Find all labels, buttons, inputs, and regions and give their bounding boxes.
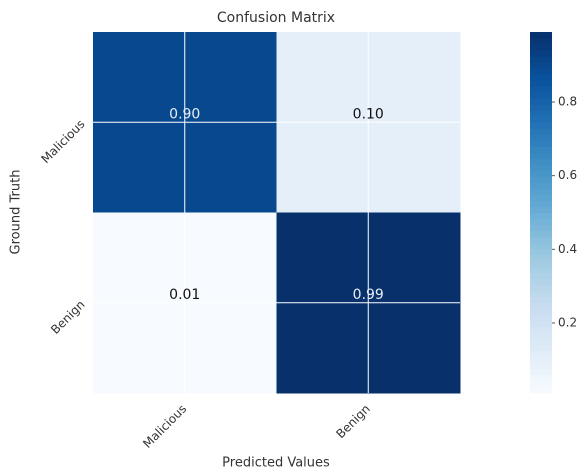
- colorbar-segment: [530, 326, 552, 334]
- chart-title: Confusion Matrix: [217, 10, 335, 26]
- colorbar-segment: [530, 188, 552, 195]
- colorbar-tick-label: 0.8: [558, 94, 577, 108]
- colorbar-segment: [530, 212, 552, 220]
- colorbar-segment: [530, 368, 552, 376]
- cell-label: 0.90: [169, 106, 200, 122]
- colorbar-segment: [530, 308, 552, 316]
- colorbar-segment: [530, 242, 552, 250]
- colorbar-segment: [530, 32, 552, 39]
- colorbar-segment: [530, 164, 552, 171]
- colorbar-segment: [530, 194, 552, 201]
- colorbar-segment: [530, 386, 552, 394]
- colorbar-segment: [530, 356, 552, 364]
- colorbar-segment: [530, 80, 552, 87]
- colorbar-segment: [530, 302, 552, 310]
- colorbar-segment: [530, 236, 552, 244]
- colorbar-segment: [530, 230, 552, 238]
- colorbar-segment: [530, 128, 552, 135]
- colorbar-segment: [530, 254, 552, 262]
- colorbar-segment: [530, 362, 552, 370]
- colorbar-segment: [530, 296, 552, 304]
- colorbar-segment: [530, 104, 552, 111]
- colorbar-segment: [530, 86, 552, 93]
- colorbar-tick-label: 0.4: [558, 242, 577, 256]
- colorbar-segment: [530, 158, 552, 165]
- colorbar-segment: [530, 56, 552, 63]
- cell-label: 0.10: [353, 106, 384, 122]
- colorbar-segment: [530, 284, 552, 292]
- cell-label: 0.99: [353, 287, 384, 303]
- colorbar-segment: [530, 224, 552, 232]
- colorbar-segment: [530, 380, 552, 388]
- colorbar-segment: [530, 68, 552, 75]
- colorbar-segment: [530, 332, 552, 340]
- y-tick-label: Benign: [48, 297, 87, 336]
- x-tick-label: Malicious: [140, 402, 189, 451]
- colorbar-segment: [530, 182, 552, 189]
- colorbar-segment: [530, 338, 552, 346]
- x-axis-label: Predicted Values: [222, 456, 330, 471]
- colorbar-segment: [530, 314, 552, 322]
- y-axis-label: Ground Truth: [9, 170, 24, 255]
- colorbar-segment: [530, 146, 552, 153]
- colorbar-segment: [530, 206, 552, 213]
- colorbar-segment: [530, 248, 552, 256]
- colorbar-segment: [530, 350, 552, 358]
- colorbar-segment: [530, 320, 552, 328]
- colorbar-segment: [530, 290, 552, 298]
- colorbar-segment: [530, 38, 552, 45]
- colorbar-segment: [530, 116, 552, 123]
- colorbar-segment: [530, 176, 552, 183]
- colorbar-tick-label: 0.2: [558, 316, 577, 330]
- colorbar-segment: [530, 92, 552, 99]
- colorbar-segment: [530, 134, 552, 141]
- colorbar-segment: [530, 344, 552, 352]
- colorbar-segment: [530, 200, 552, 207]
- cell-label: 0.01: [169, 287, 200, 303]
- colorbar-segment: [530, 278, 552, 286]
- colorbar-segment: [530, 50, 552, 57]
- colorbar-segment: [530, 260, 552, 268]
- colorbar-segment: [530, 122, 552, 129]
- colorbar-segment: [530, 374, 552, 382]
- colorbar-tick-label: 0.6: [558, 168, 577, 182]
- colorbar-segment: [530, 152, 552, 159]
- colorbar-segment: [530, 98, 552, 105]
- colorbar-segment: [530, 74, 552, 81]
- colorbar-segment: [530, 170, 552, 177]
- colorbar-segment: [530, 266, 552, 274]
- colorbar-segment: [530, 218, 552, 226]
- colorbar-segment: [530, 140, 552, 147]
- colorbar-segment: [530, 44, 552, 51]
- colorbar-segment: [530, 62, 552, 69]
- colorbar-segment: [530, 110, 552, 117]
- x-tick-label: Benign: [333, 402, 372, 441]
- colorbar-segment: [530, 272, 552, 280]
- y-tick-label: Malicious: [38, 117, 87, 166]
